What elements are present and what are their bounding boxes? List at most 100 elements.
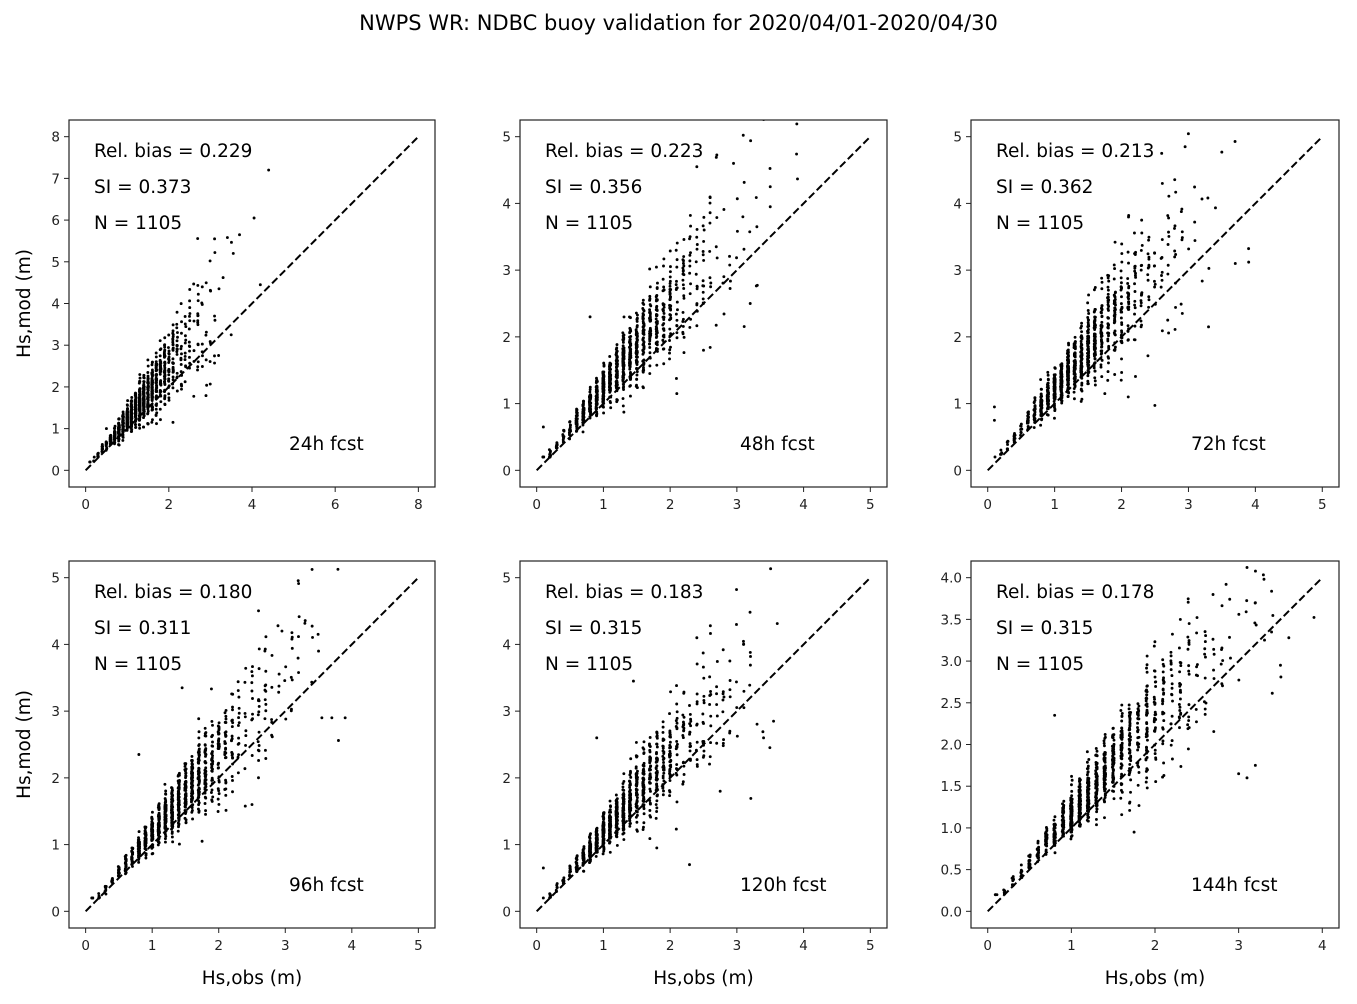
scatter-point bbox=[224, 714, 228, 718]
scatter-point bbox=[588, 390, 592, 394]
scatter-point bbox=[1093, 337, 1097, 341]
scatter-point bbox=[204, 812, 207, 816]
scatter-point bbox=[250, 670, 254, 674]
scatter-point bbox=[163, 812, 167, 816]
scatter-point bbox=[257, 667, 261, 671]
scatter-point bbox=[117, 443, 121, 447]
scatter-point bbox=[1039, 404, 1043, 407]
scatter-point bbox=[688, 213, 692, 217]
scatter-point bbox=[1053, 378, 1057, 382]
scatter-point bbox=[159, 367, 163, 371]
scatter-point bbox=[662, 761, 665, 764]
scatter-point bbox=[138, 387, 142, 391]
scatter-point bbox=[1126, 395, 1130, 399]
scatter-point bbox=[183, 802, 187, 806]
scatter-point bbox=[1139, 301, 1143, 305]
scatter-point bbox=[642, 336, 645, 340]
scatter-point bbox=[284, 665, 288, 669]
scatter-point bbox=[702, 228, 706, 232]
scatter-point bbox=[183, 762, 187, 766]
scatter-point bbox=[1247, 247, 1251, 251]
scatter-point bbox=[1053, 384, 1057, 388]
scatter-point bbox=[1160, 256, 1164, 259]
scatter-point bbox=[688, 235, 692, 239]
scatter-point bbox=[138, 376, 142, 380]
scatter-point bbox=[1167, 194, 1171, 198]
scatter-point bbox=[1086, 355, 1090, 358]
scatter-point bbox=[1079, 339, 1083, 343]
scatter-point bbox=[251, 712, 254, 716]
scatter-point bbox=[176, 795, 180, 799]
scatter-point bbox=[170, 786, 173, 790]
scatter-point bbox=[223, 742, 227, 745]
scatter-point bbox=[1200, 197, 1204, 201]
scatter-point bbox=[175, 389, 179, 393]
scatter-point bbox=[177, 811, 181, 815]
scatter-point bbox=[668, 327, 672, 331]
scatter-point bbox=[270, 653, 274, 657]
scatter-point bbox=[608, 368, 612, 372]
scatter-point bbox=[197, 803, 201, 807]
scatter-point bbox=[1099, 335, 1103, 339]
scatter-point bbox=[311, 635, 314, 639]
scatter-point bbox=[204, 775, 207, 779]
scatter-point bbox=[224, 721, 228, 724]
scatter-point bbox=[237, 736, 241, 740]
scatter-point bbox=[1112, 263, 1116, 267]
scatter-point bbox=[708, 755, 712, 759]
scatter-point bbox=[1106, 337, 1110, 341]
scatter-point bbox=[1139, 319, 1143, 323]
scatter-point bbox=[1033, 417, 1037, 420]
scatter-point bbox=[656, 281, 659, 285]
scatter-point bbox=[229, 333, 233, 337]
scatter-point bbox=[167, 352, 171, 356]
scatter-point bbox=[175, 344, 179, 347]
scatter-point bbox=[1099, 352, 1103, 356]
scatter-point bbox=[1133, 253, 1137, 256]
scatter-point bbox=[641, 298, 645, 302]
scatter-point bbox=[204, 333, 208, 337]
scatter-point bbox=[316, 632, 320, 636]
scatter-point bbox=[695, 284, 699, 288]
scatter-point bbox=[581, 414, 585, 418]
forecast-label: 96h fcst bbox=[289, 875, 364, 896]
scatter-point bbox=[176, 829, 180, 833]
scatter-point bbox=[682, 715, 686, 719]
scatter-point bbox=[702, 239, 706, 243]
scatter-point bbox=[1103, 392, 1107, 396]
scatter-point bbox=[150, 372, 154, 376]
x-tick-label: 3 bbox=[733, 497, 742, 513]
scatter-point bbox=[1134, 375, 1137, 378]
scatter-point bbox=[1147, 298, 1151, 302]
scatter-point bbox=[642, 313, 646, 317]
scatter-point bbox=[601, 394, 605, 398]
scatter-point bbox=[257, 647, 261, 651]
scatter-point bbox=[277, 672, 281, 676]
scatter-point bbox=[661, 786, 665, 790]
scatter-point bbox=[171, 420, 175, 424]
scatter-point bbox=[138, 423, 141, 427]
scatter-point bbox=[661, 730, 665, 734]
scatter-point bbox=[701, 290, 705, 294]
scatter-point bbox=[1100, 304, 1104, 307]
scatter-point bbox=[661, 334, 665, 338]
scatter-point bbox=[1020, 427, 1023, 431]
scatter-point bbox=[661, 327, 665, 331]
scatter-point bbox=[1147, 305, 1151, 309]
scatter-point bbox=[184, 818, 188, 822]
scatter-point bbox=[188, 319, 192, 323]
scatter-point bbox=[1087, 360, 1091, 364]
scatter-point bbox=[668, 339, 671, 342]
scatter-point bbox=[1092, 366, 1096, 370]
scatter-point bbox=[635, 340, 639, 344]
scatter-point bbox=[575, 425, 579, 429]
scatter-point bbox=[662, 315, 666, 319]
scatter-point bbox=[1087, 340, 1091, 344]
scatter-point bbox=[126, 423, 129, 427]
scatter-point bbox=[217, 792, 221, 796]
scatter-point bbox=[708, 345, 712, 349]
scatter-point bbox=[121, 433, 125, 436]
scatter-point bbox=[1080, 347, 1083, 350]
scatter-point bbox=[142, 425, 145, 429]
scatter-point bbox=[1067, 343, 1071, 347]
